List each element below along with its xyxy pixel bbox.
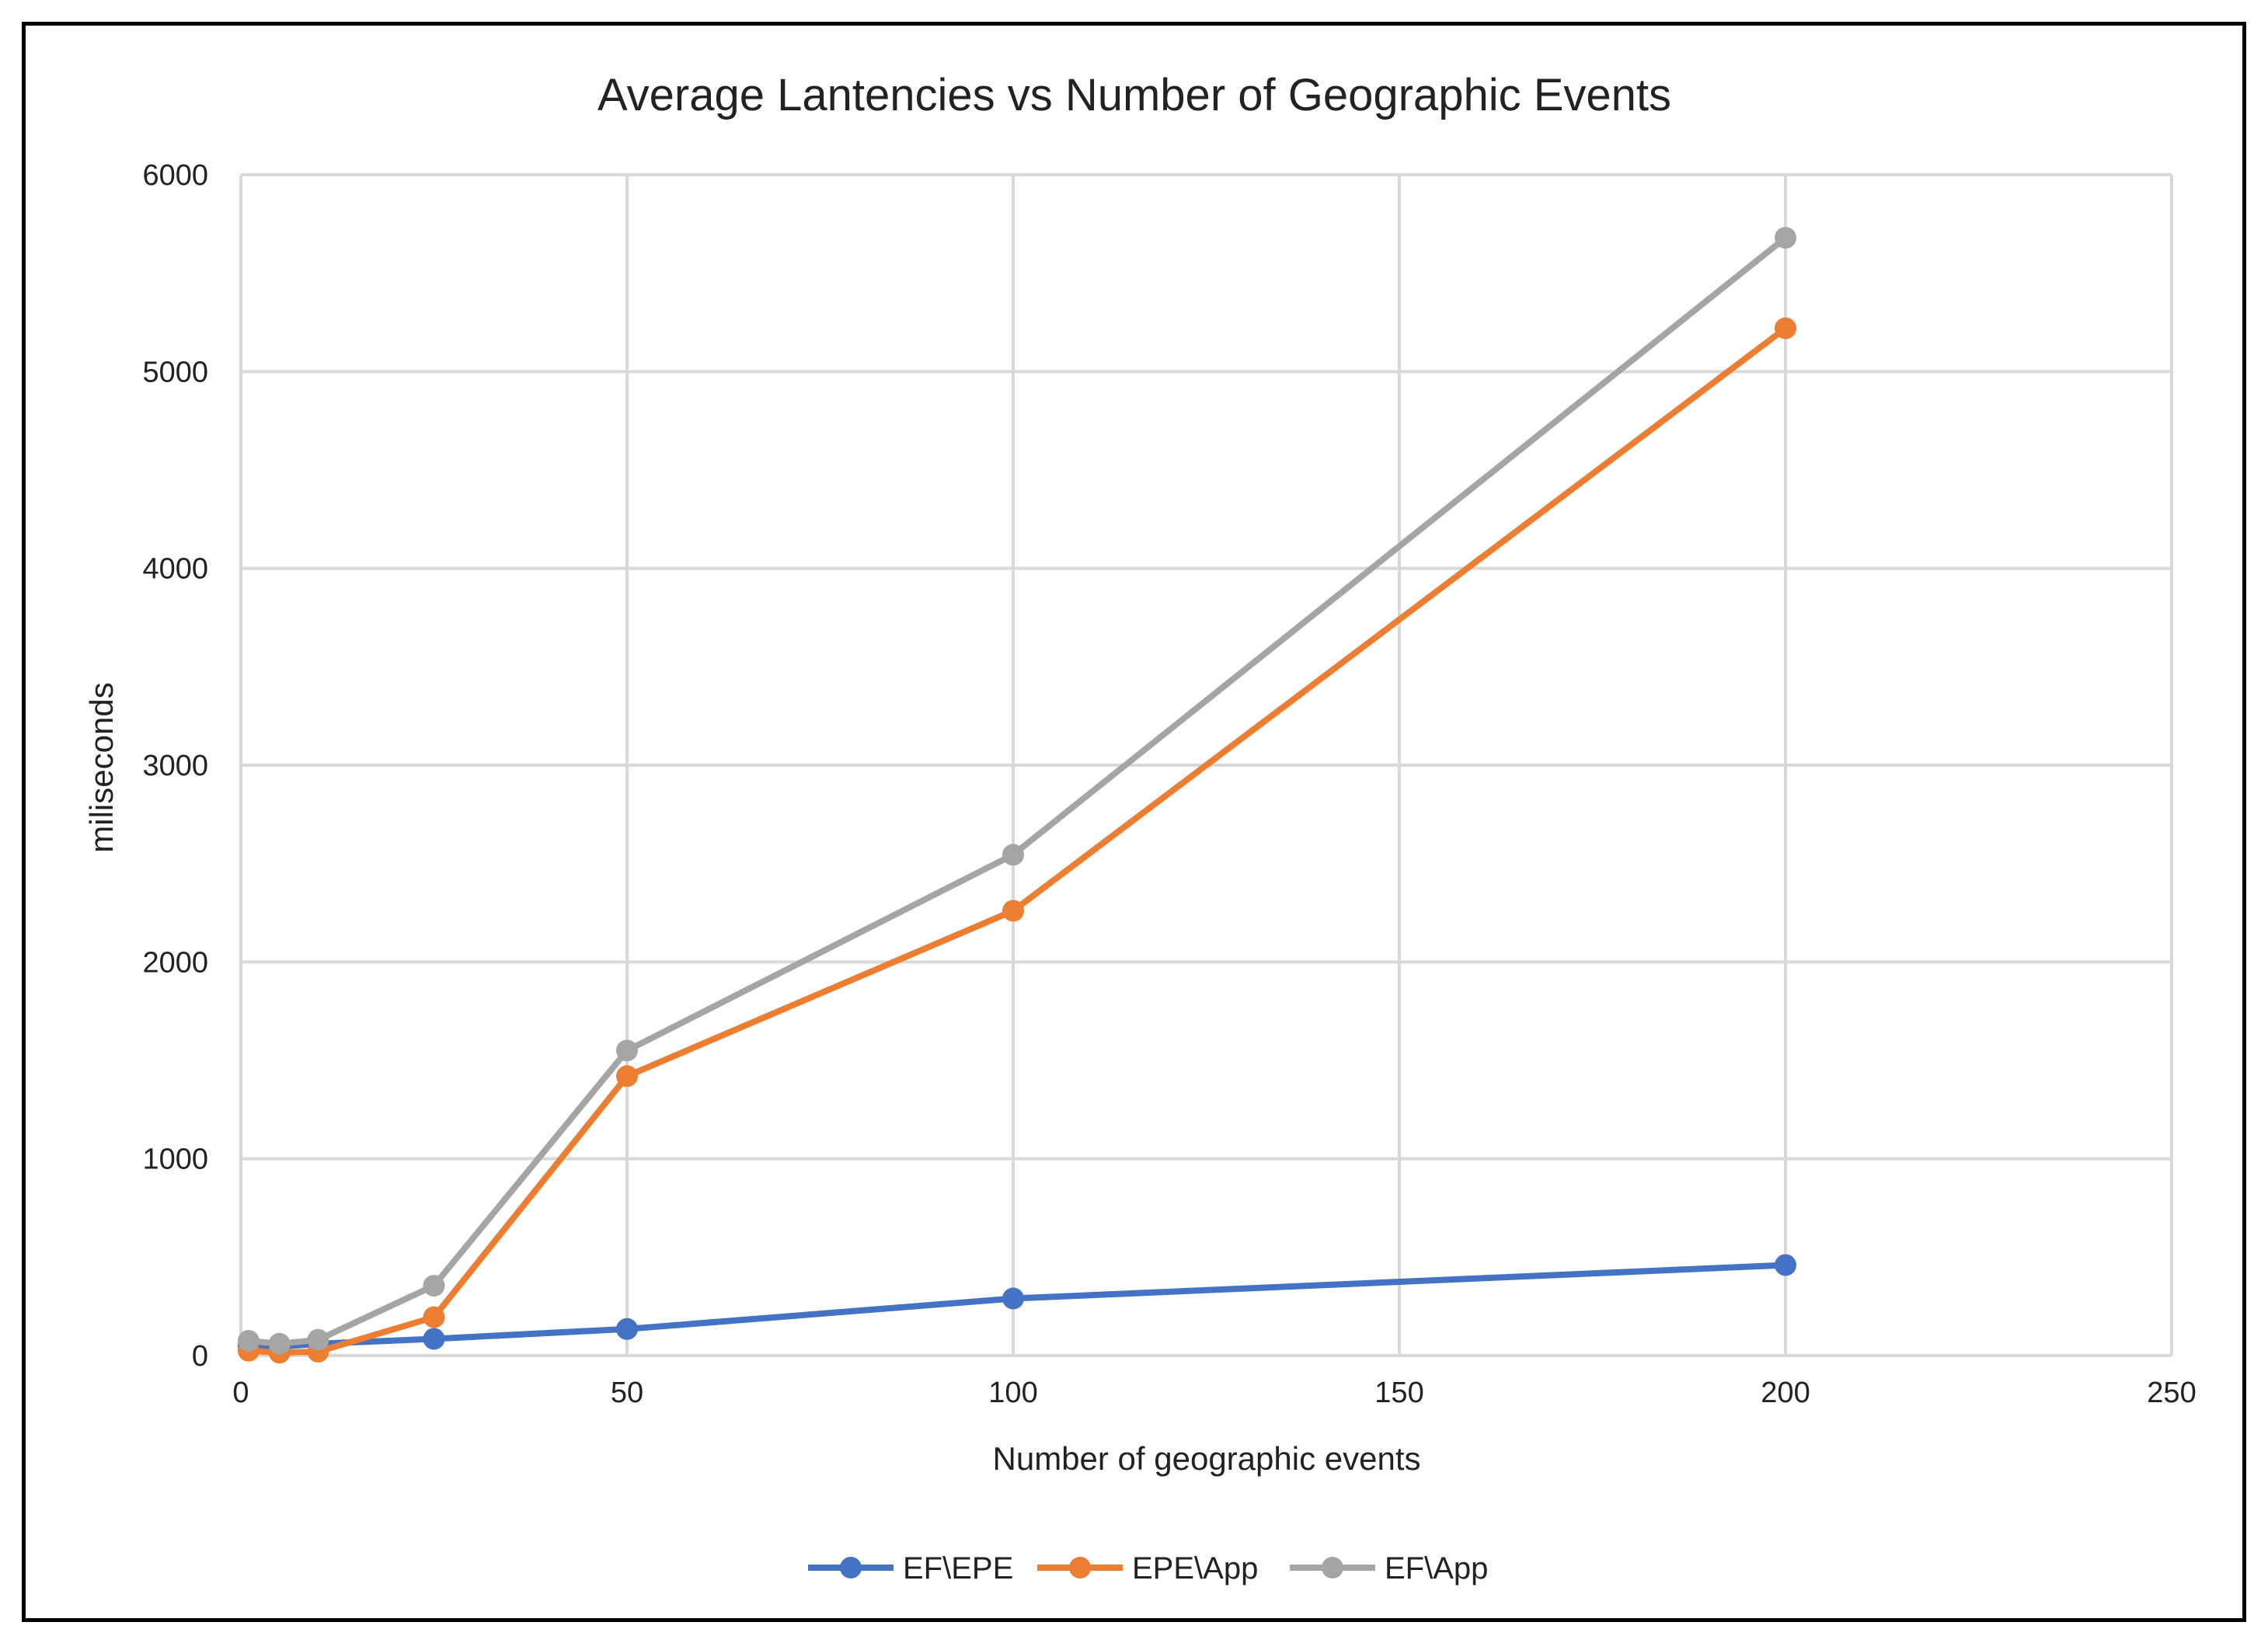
chart-title: Average Lantencies vs Number of Geograph…: [597, 70, 1671, 120]
data-point: [1775, 227, 1796, 249]
data-point: [616, 1039, 638, 1062]
y-axis-ticks: 0 1000 2000 3000 4000 5000 6000: [142, 159, 208, 1373]
series-1: [237, 317, 1796, 1364]
legend-swatch-marker: [1069, 1557, 1091, 1579]
legend-swatch-marker: [1322, 1557, 1343, 1579]
x-tick-label: 100: [988, 1377, 1037, 1409]
y-tick-label: 4000: [142, 553, 208, 586]
legend-item: EF\App: [1290, 1551, 1488, 1586]
data-point: [1775, 317, 1796, 339]
data-point: [423, 1306, 445, 1328]
data-point: [307, 1328, 329, 1351]
legend-label: EF\EPE: [903, 1551, 1013, 1586]
series-lines: [237, 227, 1796, 1364]
y-axis-label: miliseconds: [83, 682, 120, 852]
series-line: [245, 325, 1789, 1356]
data-point: [423, 1275, 445, 1297]
x-tick-label: 150: [1374, 1377, 1423, 1409]
data-point: [1002, 1287, 1024, 1310]
x-axis-label: Number of geographic events: [993, 1440, 1421, 1477]
data-point: [1775, 1254, 1796, 1276]
x-axis-ticks: 0 50 100 150 200 250: [232, 1377, 2196, 1409]
legend-label: EPE\App: [1132, 1551, 1258, 1586]
data-point: [1002, 844, 1024, 866]
y-tick-label: 3000: [142, 750, 208, 782]
x-tick-label: 250: [2147, 1377, 2196, 1409]
data-point: [268, 1332, 291, 1355]
y-tick-label: 0: [192, 1340, 208, 1373]
data-point: [1002, 900, 1024, 922]
legend: EF\EPE EPE\App EF\App: [808, 1551, 1488, 1586]
data-point: [616, 1065, 638, 1088]
y-tick-label: 1000: [142, 1144, 208, 1176]
y-tick-label: 5000: [142, 356, 208, 388]
y-tick-label: 6000: [142, 159, 208, 192]
legend-swatch-marker: [840, 1557, 862, 1579]
x-tick-label: 0: [232, 1377, 249, 1409]
data-point: [423, 1328, 445, 1350]
data-point: [616, 1318, 638, 1340]
legend-item: EPE\App: [1037, 1551, 1258, 1586]
legend-label: EF\App: [1385, 1551, 1488, 1586]
series-2: [237, 227, 1796, 1355]
y-tick-label: 2000: [142, 946, 208, 979]
data-point: [237, 1330, 260, 1352]
legend-item: EF\EPE: [808, 1551, 1013, 1586]
series-line: [245, 235, 1789, 1347]
x-tick-label: 200: [1761, 1377, 1810, 1409]
x-tick-label: 50: [611, 1377, 643, 1409]
